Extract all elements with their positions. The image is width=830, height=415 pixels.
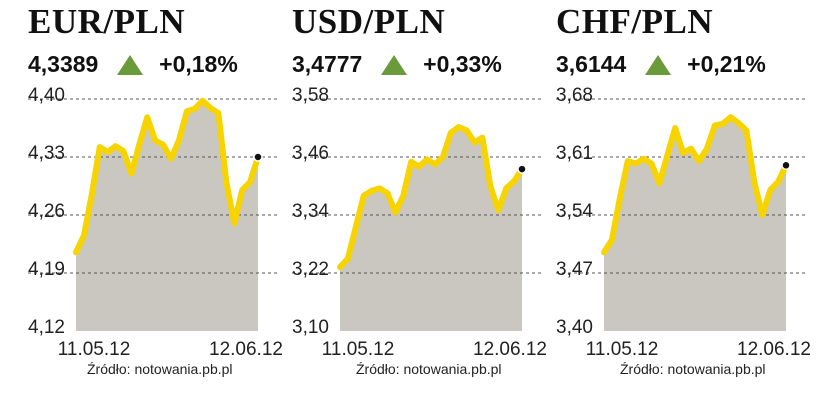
series-line [601, 114, 789, 256]
quote-row: 4,3389 +0,18% [28, 50, 238, 80]
quote-value: 3,6144 [556, 51, 627, 78]
x-tick-label: 12.06.12 [209, 339, 283, 360]
y-tick-label: 3,10 [292, 317, 329, 338]
quote-value: 4,3389 [28, 51, 99, 78]
up-arrow-icon [380, 54, 407, 75]
series-line [73, 97, 261, 256]
y-tick-label: 3,58 [292, 85, 329, 106]
x-tick-label: 12.06.12 [473, 339, 547, 360]
quote-row: 3,6144 +0,21% [556, 50, 766, 80]
series-line [337, 124, 525, 271]
quote-change: +0,33% [423, 51, 502, 78]
last-point-marker [517, 164, 527, 174]
panel-title: USD/PLN [292, 2, 446, 41]
y-tick-label: 4,33 [28, 143, 65, 164]
y-tick-label: 3,34 [292, 201, 329, 222]
y-tick-label: 4,40 [28, 85, 65, 106]
y-tick-label: 3,47 [556, 259, 593, 280]
y-tick-label: 4,12 [28, 317, 65, 338]
quote-row: 3,4777 +0,33% [292, 50, 502, 80]
y-tick-label: 3,54 [556, 201, 593, 222]
quote-change: +0,18% [159, 51, 238, 78]
source-label: Źródło: notowania.pb.pl [87, 361, 233, 377]
x-tick-label: 11.05.12 [322, 339, 395, 360]
quote-value: 3,4777 [292, 51, 363, 78]
last-point-marker [253, 152, 263, 162]
source-label: Źródło: notowania.pb.pl [356, 361, 502, 377]
usd-pln-panel: USD/PLN 3,4777 +0,33% 3,58 3,46 3,34 3,22 3,… [292, 0, 562, 415]
panel-title: CHF/PLN [556, 2, 714, 41]
y-tick-label: 3,40 [556, 317, 593, 338]
x-tick-label: 11.05.12 [586, 339, 659, 360]
chf-pln-panel: CHF/PLN 3,6144 +0,21% 3,68 3,61 3,54 3,47 3,… [556, 0, 826, 415]
y-tick-label: 3,22 [292, 259, 329, 280]
x-tick-label: 11.05.12 [58, 339, 131, 360]
y-tick-label: 4,19 [28, 259, 65, 280]
y-tick-label: 3,46 [292, 143, 329, 164]
panel-title: EUR/PLN [28, 2, 186, 41]
area-fill [604, 117, 786, 331]
quote-change: +0,21% [687, 51, 766, 78]
eur-pln-panel: EUR/PLN 4,3389 +0,18% 4,40 4,33 4,26 4,19 4,… [28, 0, 298, 415]
area-fill [340, 127, 522, 331]
area-fill [76, 100, 258, 331]
x-tick-label: 12.06.12 [737, 339, 811, 360]
y-tick-label: 4,26 [28, 201, 65, 222]
y-tick-label: 3,68 [556, 85, 593, 106]
y-tick-label: 3,61 [556, 143, 593, 164]
source-label: Źródło: notowania.pb.pl [620, 361, 766, 377]
up-arrow-icon [644, 54, 671, 75]
last-point-marker [781, 160, 791, 171]
up-arrow-icon [116, 54, 143, 75]
